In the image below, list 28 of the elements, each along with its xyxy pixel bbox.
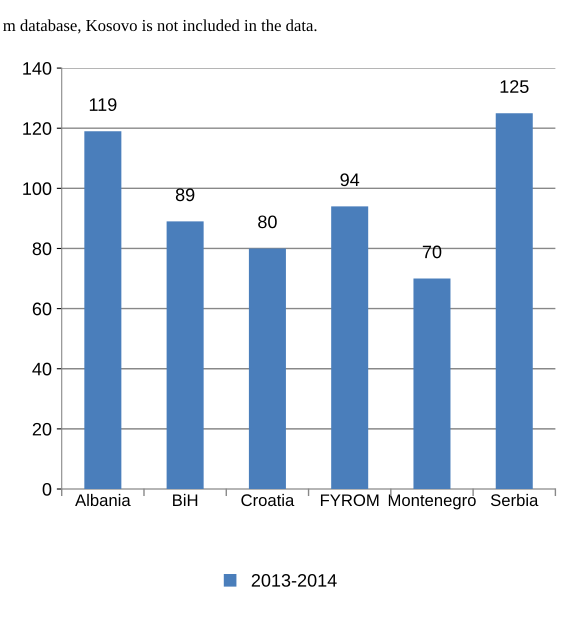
bar bbox=[84, 131, 122, 490]
data-label: 94 bbox=[340, 173, 360, 186]
x-tick-label: BiH bbox=[173, 494, 198, 506]
data-label: 89 bbox=[176, 188, 194, 202]
bar bbox=[166, 221, 204, 490]
x-tick-label: Croatia bbox=[241, 494, 294, 506]
bar bbox=[331, 206, 368, 490]
y-tick-label: 100 bbox=[23, 182, 52, 196]
data-label: 80 bbox=[258, 215, 277, 228]
data-label: 119 bbox=[90, 98, 116, 111]
y-tick-label: 120 bbox=[23, 122, 52, 135]
legend-label: 2013-2014 bbox=[252, 574, 337, 587]
y-tick-label: 60 bbox=[32, 302, 52, 316]
bar bbox=[248, 248, 286, 490]
y-tick-label: 20 bbox=[32, 422, 52, 436]
y-tick-label: 140 bbox=[23, 62, 52, 75]
text: m database, Kosovo is not included in the data. bbox=[3, 19, 316, 34]
x-tick-label: FYROM bbox=[320, 494, 378, 506]
bar bbox=[413, 278, 450, 490]
y-tick-label: 40 bbox=[32, 362, 52, 376]
x-tick-label: Montenegro bbox=[388, 494, 476, 510]
y-tick-label: 0 bbox=[42, 482, 52, 496]
bar bbox=[496, 113, 533, 490]
y-tick-label: 80 bbox=[32, 242, 52, 256]
data-label: 70 bbox=[422, 246, 442, 258]
data-label: 125 bbox=[500, 80, 529, 93]
x-tick-label: Serbia bbox=[490, 494, 538, 506]
x-tick-label: Albania bbox=[75, 494, 131, 506]
